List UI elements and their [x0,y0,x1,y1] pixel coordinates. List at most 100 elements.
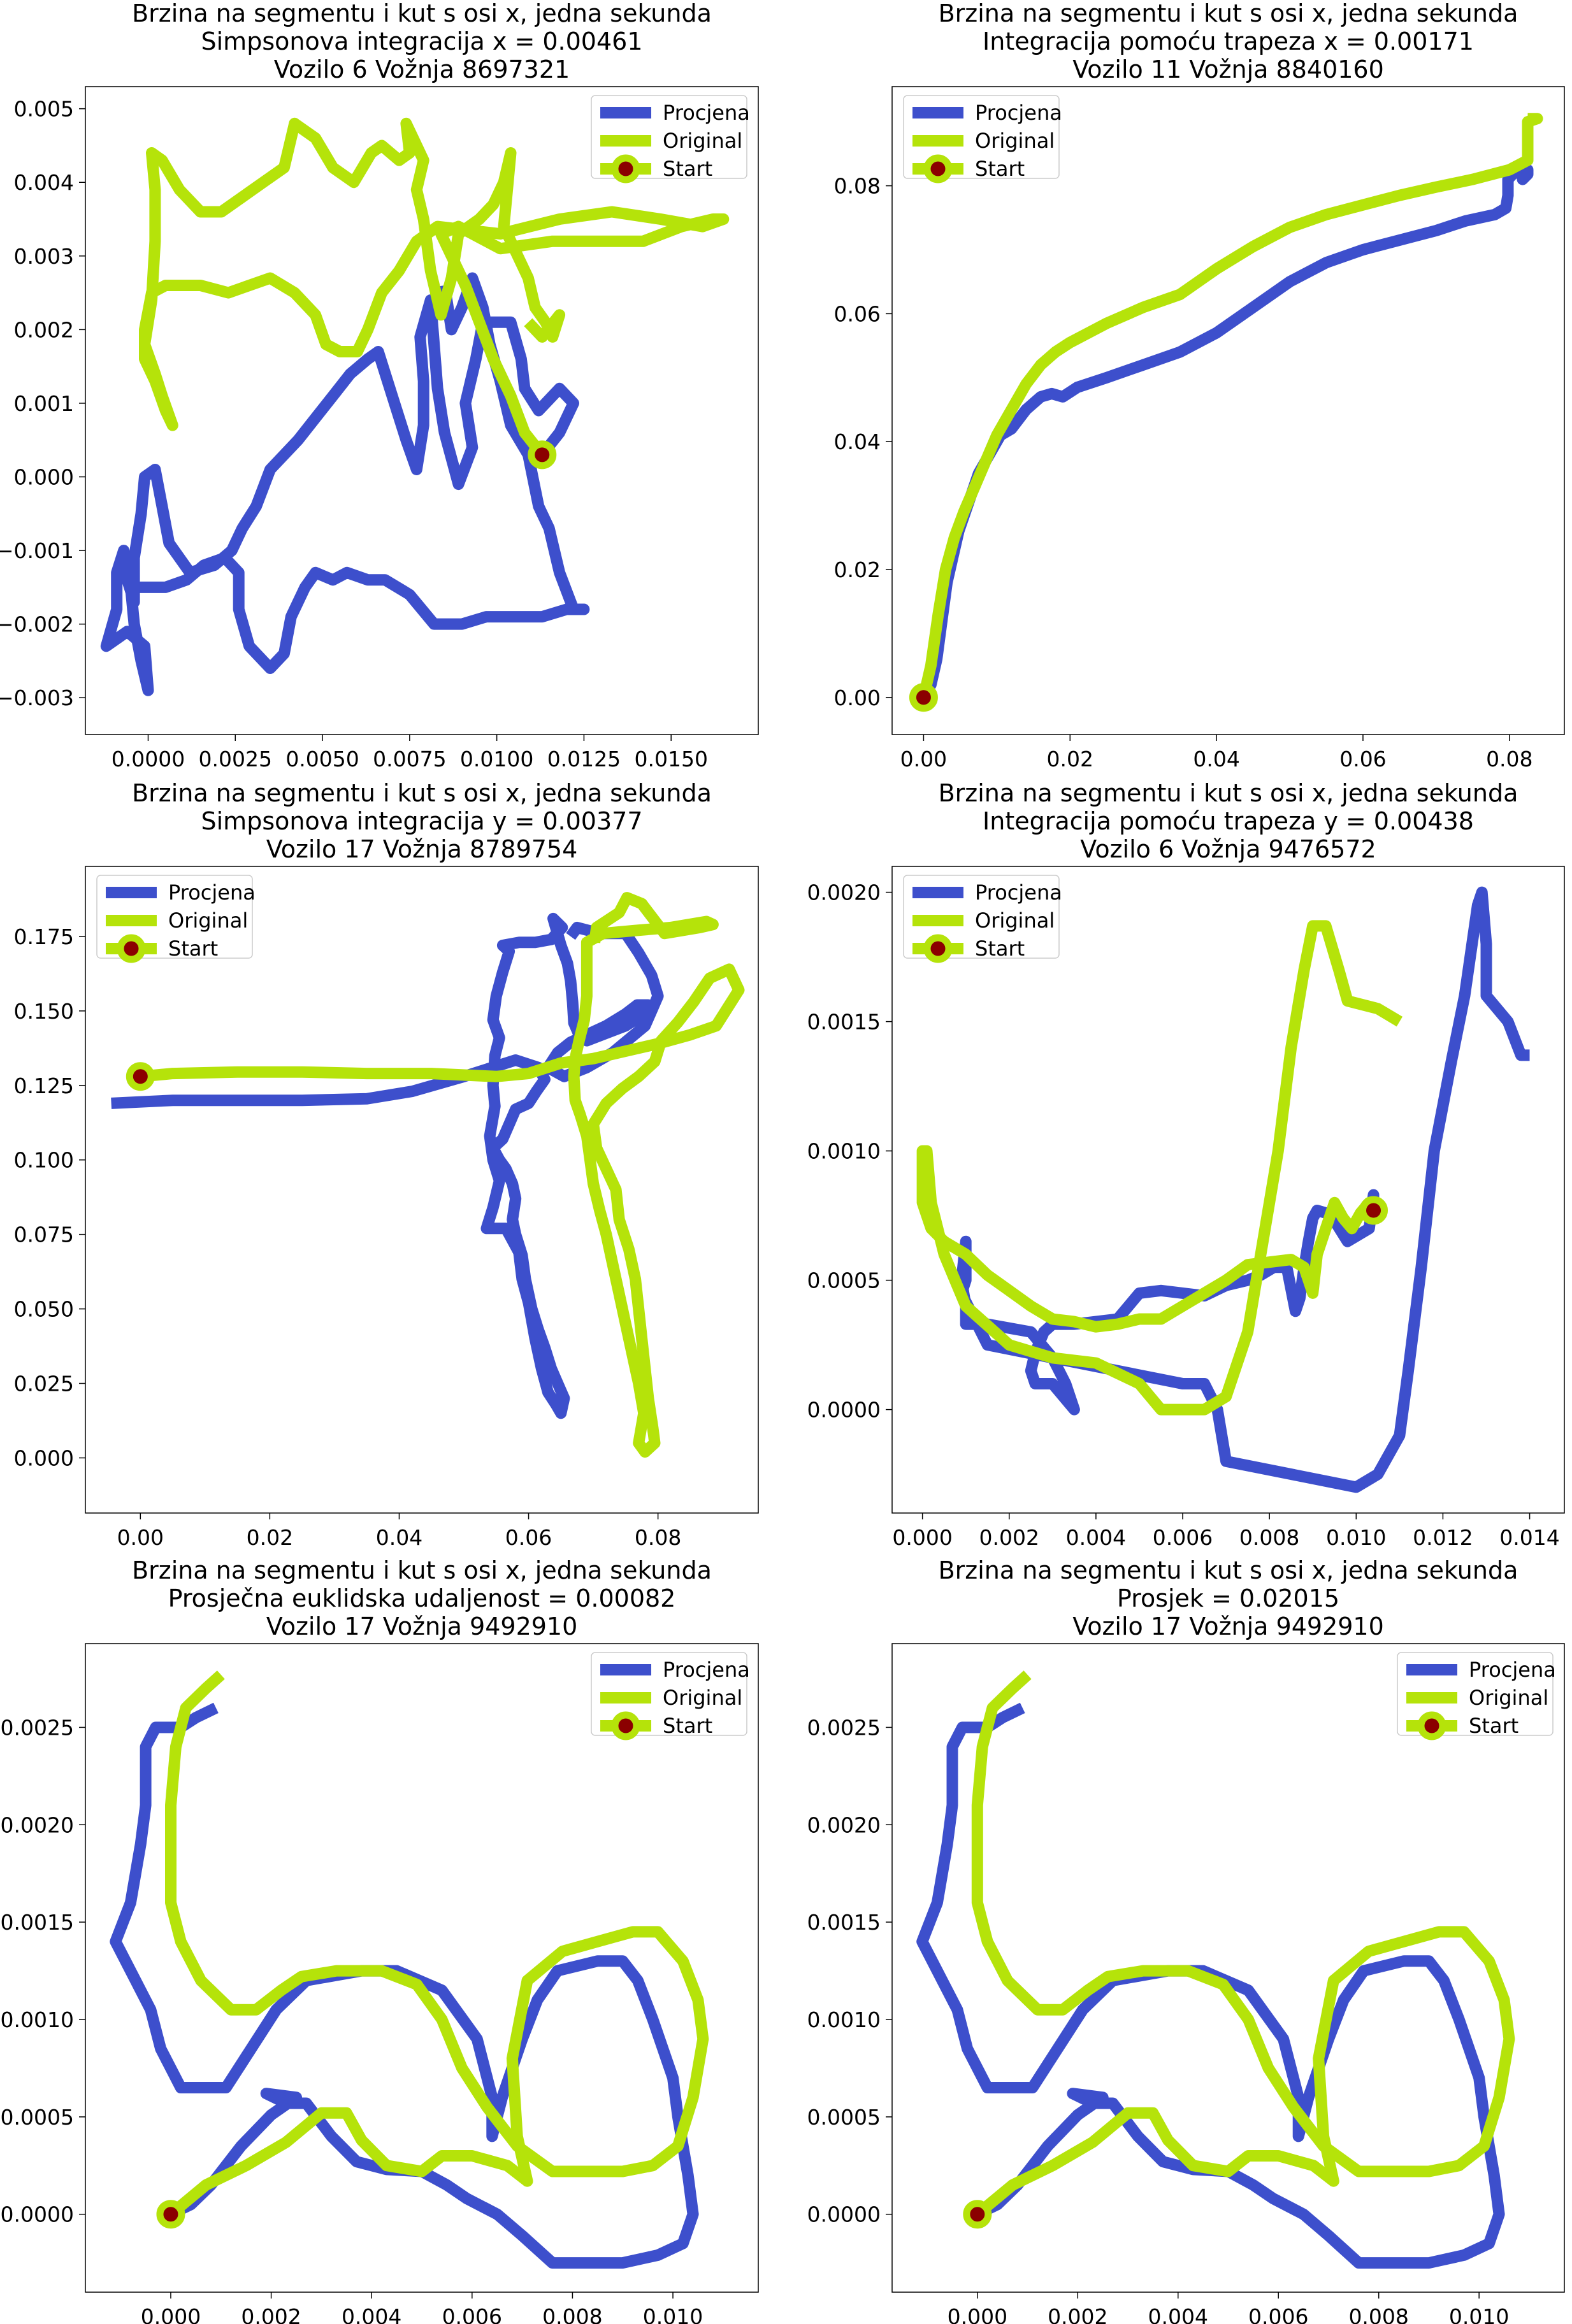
y-tick-label: 0.005 [14,97,74,122]
x-tick-label: 0.0150 [634,747,707,771]
y-tick-label: 0.0005 [1,2105,74,2130]
chart-title-line: Vozilo 6 Vožnja 8697321 [274,55,570,83]
chart-title-line: Vozilo 17 Vožnja 9492910 [1072,1612,1384,1640]
x-tick-label: 0.012 [1413,1525,1473,1550]
plot-frame [85,86,759,735]
x-tick-label: 0.0025 [199,747,272,771]
chart-3: Brzina na segmentu i kut s osi x, jedna … [14,779,759,1550]
y-tick-label: 0.0020 [807,880,881,905]
y-tick-label: 0.0010 [807,2007,881,2032]
series-line-procjena [110,1702,699,2269]
chart-title-line: Brzina na segmentu i kut s osi x, jedna … [939,1556,1518,1584]
legend-start-marker [611,1711,640,1740]
x-tick-label: 0.006 [1248,2304,1308,2324]
x-tick-label: 0.014 [1499,1525,1559,1550]
x-tick-label: 0.02 [1047,747,1093,771]
y-tick-label: 0.000 [14,1445,74,1470]
legend-start-marker [117,934,146,963]
legend: Procjena Original Start [1397,1652,1556,1740]
y-tick-label: 0.0015 [807,1910,881,1935]
x-tick-label: 0.006 [1153,1525,1213,1550]
start-marker [909,683,938,712]
y-tick-label: 0.075 [14,1223,74,1247]
plot-frame [85,1643,759,2293]
series-line-original [165,1670,709,2219]
chart-title-line: Prosječna euklidska udaljenost = 0.00082 [168,1584,676,1612]
y-tick-label: 0.004 [14,170,74,195]
y-tick-label: 0.00 [834,685,881,710]
x-tick-label: 0.00 [900,747,947,771]
y-tick-label: 0.08 [834,174,881,199]
legend-start-marker [611,154,640,183]
legend-label-estimate: Procjena [975,880,1062,905]
y-tick-label: 0.04 [834,429,881,454]
plot-frame [891,1643,1565,2293]
chart-title-line: Prosjek = 0.02015 [1117,1584,1339,1612]
series-line-procjena [100,272,590,696]
y-tick-label: 0.02 [834,557,881,582]
chart-title-line: Vozilo 17 Vožnja 9492910 [266,1612,578,1640]
x-tick-label: 0.08 [1486,747,1532,771]
legend-label-original: Original [663,129,742,153]
x-tick-label: 0.00 [117,1525,164,1550]
chart-title-line: Integracija pomoću trapeza x = 0.00171 [983,27,1474,55]
legend-label-estimate: Procjena [1469,1658,1556,1682]
x-tick-label: 0.06 [1339,747,1386,771]
series-line-original [139,117,730,459]
chart-title-line: Simpsonova integracija x = 0.00461 [201,27,643,55]
plot-frame [85,866,759,1514]
legend-label-original: Original [663,1686,742,1710]
legend-label-original: Original [168,908,248,933]
legend: Procjena Original Start [903,875,1062,963]
x-tick-label: 0.008 [1239,1525,1299,1550]
x-tick-label: 0.0125 [547,747,621,771]
series-group [918,113,1543,701]
x-tick-label: 0.010 [643,2304,703,2324]
legend-label-start: Start [975,936,1025,961]
legend-start-marker [923,154,953,183]
x-tick-label: 0.008 [542,2304,602,2324]
start-marker [1359,1196,1388,1225]
y-tick-label: −0.003 [0,685,74,710]
y-tick-label: 0.0000 [807,2202,881,2227]
y-tick-label: 0.0015 [807,1010,881,1035]
start-marker [963,2200,992,2229]
x-tick-label: 0.002 [241,2304,301,2324]
x-tick-label: 0.04 [376,1525,422,1550]
start-marker [528,440,557,470]
chart-title-line: Brzina na segmentu i kut s osi x, jedna … [132,1556,712,1584]
legend-label-start: Start [1469,1714,1518,1738]
chart-title-line: Vozilo 11 Vožnja 8840160 [1072,55,1384,83]
x-tick-label: 0.000 [948,2304,1007,2324]
legend-label-start: Start [663,157,712,181]
series-group [110,1670,709,2269]
plot-frame [891,866,1565,1514]
y-tick-label: 0.0000 [807,1398,881,1423]
series-line-procjena [111,912,664,1419]
x-tick-label: 0.0075 [373,747,446,771]
legend-start-marker [923,934,953,963]
chart-title-line: Brzina na segmentu i kut s osi x, jedna … [132,0,712,27]
y-tick-label: 0.0000 [1,2202,74,2227]
x-tick-label: 0.0100 [460,747,533,771]
x-tick-label: 0.002 [1048,2304,1107,2324]
y-tick-label: 0.0025 [1,1715,74,1740]
y-tick-label: 0.025 [14,1372,74,1396]
chart-title-line: Brzina na segmentu i kut s osi x, jedna … [132,779,712,807]
legend: Procjena Original Start [591,1652,750,1740]
x-tick-label: 0.04 [1193,747,1239,771]
y-tick-label: 0.003 [14,244,74,269]
series-group [111,892,745,1458]
legend-label-original: Original [975,908,1055,933]
x-tick-label: 0.006 [442,2304,502,2324]
y-tick-label: 0.050 [14,1297,74,1322]
x-tick-label: 0.002 [979,1525,1039,1550]
y-tick-label: 0.0005 [807,2105,881,2130]
legend-label-start: Start [975,157,1025,181]
legend-label-estimate: Procjena [663,101,750,125]
y-tick-label: 0.150 [14,999,74,1024]
chart-title-line: Vozilo 17 Vožnja 8789754 [266,835,578,863]
series-line-original [916,920,1403,1416]
series-line-procjena [916,1702,1505,2269]
x-tick-label: 0.08 [635,1525,681,1550]
